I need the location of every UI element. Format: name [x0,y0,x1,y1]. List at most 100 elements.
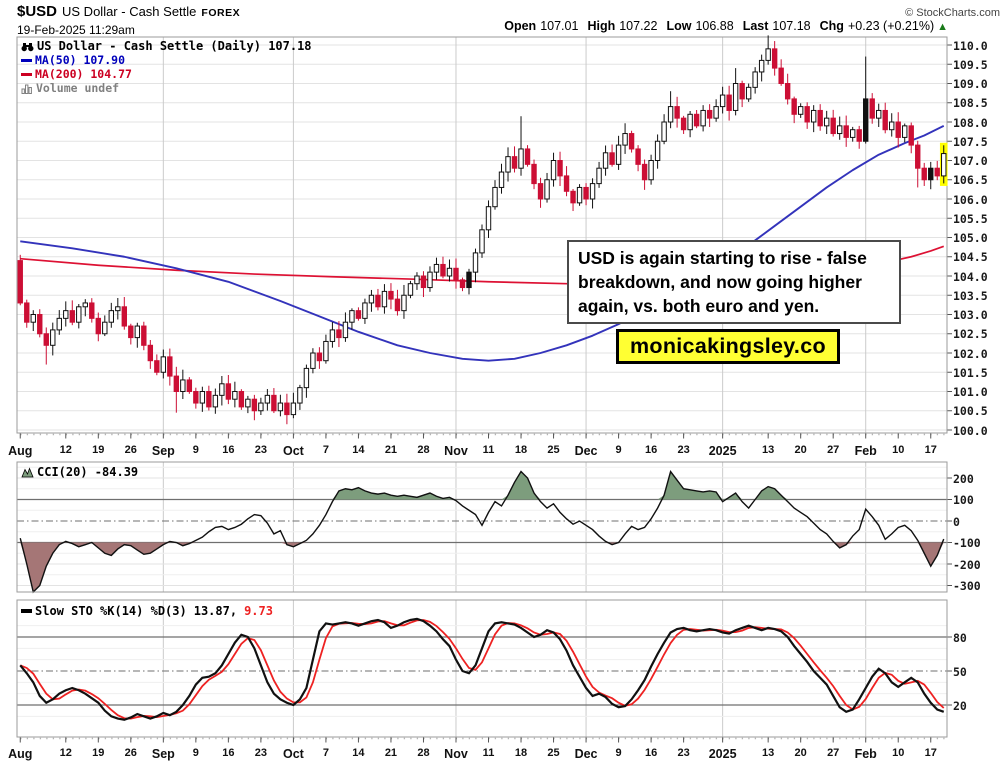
low-label: Low [666,19,692,33]
axis-tick-label: 103.0 [953,308,988,322]
date-tick-label: 11 [482,747,495,759]
axis-tick-label: 20 [953,698,967,713]
date-tick-label: 27 [827,747,840,759]
axis-tick-label: 102.0 [953,346,988,361]
candles [17,35,948,425]
callout-line-1: USD is again starting to rise - false [578,248,867,268]
axis-tick-label: 100.0 [953,423,988,438]
cci-oversold-fill [20,542,944,592]
date-tick-label: 14 [352,444,365,456]
cci-overbought-fill [20,471,944,500]
high-value: 107.22 [619,19,658,33]
sto-d-value: 9.73 [244,604,273,618]
axis-tick-label: -200 [953,557,981,572]
date-tick-label: 28 [417,747,430,759]
date-tick-label: 9 [615,444,622,456]
axis-tick-label: 102.5 [953,327,988,342]
axis-tick-label: 109.0 [953,77,988,91]
binoculars-icon [21,41,34,52]
date-tick-label: Nov [444,444,468,458]
date-tick-label: 18 [514,444,528,456]
chg-value: +0.23 (+0.21%) [847,19,935,33]
date-tick-label: 27 [827,444,840,456]
date-tick-label: 16 [644,747,658,759]
sto-legend-label: Slow STO %K(14) %D(3) [35,604,187,618]
axis-tick-label: 105.5 [953,211,988,226]
axis-tick-label: 101.0 [953,385,988,399]
volume-bars-icon [21,83,33,94]
date-tick-label: 9 [192,747,199,759]
date-tick-label: 10 [892,444,905,456]
axis-tick-label: 101.5 [953,365,988,380]
date-tick-label: 25 [547,444,560,456]
price-panel-legend: US Dollar - Cash Settle (Daily) 107.18 M… [21,39,312,95]
ma50-dash-icon [21,58,32,62]
exchange: FOREX [201,7,241,19]
axis-tick-label: 200 [953,471,974,486]
cci-line [19,469,945,594]
date-tick-label: 26 [124,444,137,456]
ma50-line [20,124,945,362]
last-label: Last [742,19,769,33]
date-tick-label: 23 [254,747,267,759]
low-value: 106.88 [695,19,734,33]
price-legend-title: US Dollar - Cash Settle (Daily) 107.18 [37,39,312,53]
axis-tick-label: 104.5 [953,250,988,265]
date-tick-label: 25 [547,747,560,759]
high-label: High [587,19,616,33]
date-tick-label: 17 [924,444,937,456]
date-tick-label: 2025 [708,747,737,761]
date-tick-label: 16 [644,444,658,456]
axis-tick-label: 103.5 [953,288,988,303]
axis-tick-label: 107.0 [953,154,988,168]
axis-tick-label: 100 [953,493,974,507]
date-tick-label: 9 [192,444,199,456]
axis-tick-label: -300 [953,579,981,593]
date-tick-label: Oct [282,444,304,458]
date-tick-label: 21 [384,747,398,759]
axis-tick-label: 80 [953,630,967,645]
annotation-callout: USD is again starting to rise - false br… [567,240,901,324]
date-tick-label: 7 [322,444,329,456]
date-tick-label: Feb [854,444,877,458]
panels [16,36,952,743]
quote-line: Open 107.01 High 107.22 Low 106.88 Last 107.18 C… [504,19,948,33]
ma50-legend: MA(50) 107.90 [35,53,126,67]
date-tick-label: 13 [762,444,775,456]
header-title-row: $USD US Dollar - Cash Settle FOREX [17,3,240,21]
date-tick-label: 20 [794,747,807,759]
date-tick-label: Dec [574,747,598,761]
date-tick-label: 19 [92,747,105,759]
callout-line-2: breakdown, and now going higher [578,272,862,292]
date-tick-label: 26 [124,747,137,759]
axis-tick-label: 108.0 [953,115,988,130]
date-tick-label: 21 [384,444,398,456]
volume-legend: Volume undef [36,81,120,95]
axis-tick-label: 104.0 [953,269,988,284]
symbol-name: US Dollar - Cash Settle [62,4,197,19]
date-tick-label: 14 [352,747,365,759]
cci-legend-label: CCI(20) -84.39 [37,465,139,479]
sto-dash-icon [21,609,32,613]
open-label: Open [504,19,537,33]
axis-tick-label: 106.5 [953,173,988,188]
axis-tick-label: 0 [953,514,960,529]
symbol: $USD [17,3,58,20]
callout-line-3: again, vs. both euro and yen. [578,296,820,316]
date-tick-label: 11 [482,444,495,456]
axis-tick-label: 50 [953,664,967,679]
date-tick-label: 20 [794,444,807,456]
axis-tick-label: 106.0 [953,192,988,207]
date-tick-label: Sep [151,444,175,458]
copyright: © StockCharts.com [905,7,1000,19]
ma200-dash-icon [21,72,32,76]
axis-tick-label: 107.5 [953,134,988,149]
date-tick-label: 17 [924,747,937,759]
date-tick-label: 16 [222,444,235,456]
date-tick-label: 28 [417,444,430,456]
date-tick-label: 12 [59,747,72,759]
up-triangle-icon: ▲ [937,21,948,33]
date-tick-label: Feb [854,747,877,761]
